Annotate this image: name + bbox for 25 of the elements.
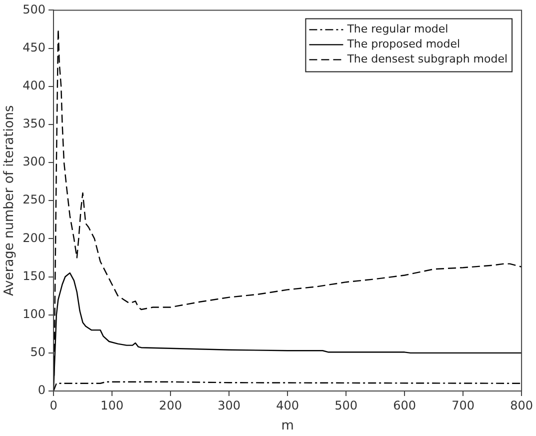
- x-tick-label: 300: [218, 398, 240, 412]
- y-tick-label: 150: [22, 268, 46, 283]
- y-tick-label: 50: [30, 345, 46, 360]
- y-tick-label: 200: [22, 230, 46, 245]
- y-tick-label: 0: [38, 383, 46, 398]
- legend-label: The densest subgraph model: [346, 52, 508, 66]
- legend-label: The proposed model: [346, 38, 460, 51]
- y-tick-label: 500: [22, 2, 46, 16]
- x-tick-label: 700: [452, 398, 474, 412]
- y-tick-label: 250: [22, 192, 46, 207]
- x-tick-label: 500: [334, 398, 358, 412]
- y-tick-label: 350: [22, 116, 46, 131]
- x-tick-label: 100: [100, 398, 124, 412]
- y-axis-title: Average number of iterations: [2, 105, 18, 296]
- x-tick-label: 0: [50, 398, 58, 412]
- x-tick-label: 800: [510, 398, 533, 412]
- y-tick-label: 450: [22, 40, 46, 54]
- y-tick-label: 300: [22, 154, 46, 169]
- x-tick-label: 200: [159, 398, 182, 412]
- x-axis-title: m: [281, 418, 294, 434]
- y-tick-label: 400: [22, 78, 46, 92]
- y-tick-label: 100: [22, 306, 46, 321]
- legend-label: The regular model: [346, 22, 448, 36]
- x-tick-label: 400: [276, 398, 299, 412]
- x-tick-label: 600: [393, 398, 416, 412]
